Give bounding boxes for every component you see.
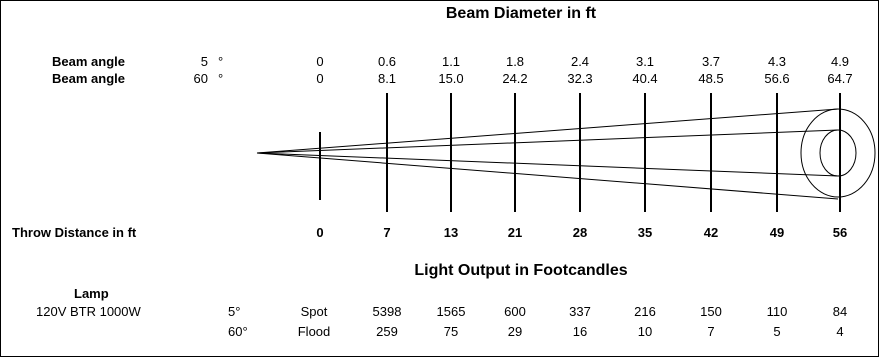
footcandles-flood-5: 10 (637, 324, 653, 339)
footcandles-flood-3: 29 (507, 324, 523, 339)
throw-distance-2: 7 (383, 225, 391, 240)
footcandles-spot-1: 5398 (372, 304, 402, 319)
beam-diameter-60deg-9: 64.7 (827, 71, 853, 86)
narrow-beam-upper-edge (256, 129, 839, 154)
beam-angle-label-2: Beam angle (52, 71, 125, 86)
beam-diameter-5deg-5: 2.4 (570, 54, 590, 69)
narrow-beam-lower-edge (256, 152, 839, 177)
degree-symbol-1: ° (218, 54, 224, 69)
throw-distance-1: 0 (316, 225, 324, 240)
beam-diameter-5deg-4: 1.8 (505, 54, 525, 69)
throw-distance-5: 28 (572, 225, 588, 240)
beam-angle-value-2: 60 (193, 71, 208, 86)
beam-angle-value-1: 5 (200, 54, 208, 69)
throw-distance-9: 56 (832, 225, 848, 240)
footcandles-flood-7: 5 (773, 324, 781, 339)
light-output-header: Light Output in Footcandles (414, 262, 628, 279)
beam-diameter-5deg-9: 4.9 (830, 54, 850, 69)
footcandles-spot-6: 150 (700, 304, 722, 319)
beam-diameter-5deg-3: 1.1 (441, 54, 461, 69)
beam-diameter-60deg-7: 48.5 (698, 71, 724, 86)
beam-diameter-5deg-7: 3.7 (701, 54, 721, 69)
degree-symbol-2: ° (218, 71, 224, 86)
spot-angle: 5° (228, 304, 241, 319)
beam-angle-label-1: Beam angle (52, 54, 125, 69)
flood-mode: Flood (297, 324, 331, 339)
throw-distance-6: 35 (637, 225, 653, 240)
throw-distance-8: 49 (769, 225, 785, 240)
wide-beam-upper-edge (256, 108, 839, 154)
footcandles-spot-4: 337 (569, 304, 591, 319)
throw-distance-7: 42 (703, 225, 719, 240)
footcandles-spot-5: 216 (634, 304, 656, 319)
footcandles-flood-2: 75 (443, 324, 459, 339)
flood-angle: 60° (228, 324, 248, 339)
beam-diameter-60deg-1: 0 (316, 71, 324, 86)
beam-diameter-header: Beam Diameter in ft (445, 5, 597, 22)
throw-distance-label: Throw Distance in ft (12, 225, 137, 240)
beam-diameter-5deg-2: 0.6 (377, 54, 397, 69)
throw-distance-3: 13 (443, 225, 459, 240)
throw-distance-4: 21 (507, 225, 523, 240)
footcandles-spot-2: 1565 (436, 304, 466, 319)
beam-diameter-60deg-5: 32.3 (567, 71, 593, 86)
beam-diameter-60deg-4: 24.2 (502, 71, 528, 86)
lamp-header: Lamp (74, 286, 109, 301)
footcandles-spot-3: 600 (504, 304, 526, 319)
beam-diameter-5deg-1: 0 (316, 54, 324, 69)
wide-beam-ellipse (800, 108, 876, 198)
beam-diameter-60deg-3: 15.0 (438, 71, 464, 86)
beam-diameter-60deg-2: 8.1 (377, 71, 397, 86)
beam-diameter-5deg-8: 4.3 (767, 54, 787, 69)
beam-diameter-5deg-6: 3.1 (635, 54, 655, 69)
footcandles-flood-8: 4 (836, 324, 844, 339)
lamp-name: 120V BTR 1000W (36, 304, 141, 319)
footcandles-flood-6: 7 (707, 324, 715, 339)
spot-mode: Spot (300, 304, 328, 319)
beam-diameter-60deg-8: 56.6 (764, 71, 790, 86)
narrow-beam-ellipse (819, 129, 857, 177)
footcandles-spot-7: 110 (766, 304, 788, 319)
wide-beam-lower-edge (256, 152, 839, 200)
beam-diameter-60deg-6: 40.4 (632, 71, 658, 86)
footcandles-flood-4: 16 (572, 324, 588, 339)
footcandles-spot-8: 84 (832, 304, 848, 319)
footcandles-flood-1: 259 (376, 324, 398, 339)
